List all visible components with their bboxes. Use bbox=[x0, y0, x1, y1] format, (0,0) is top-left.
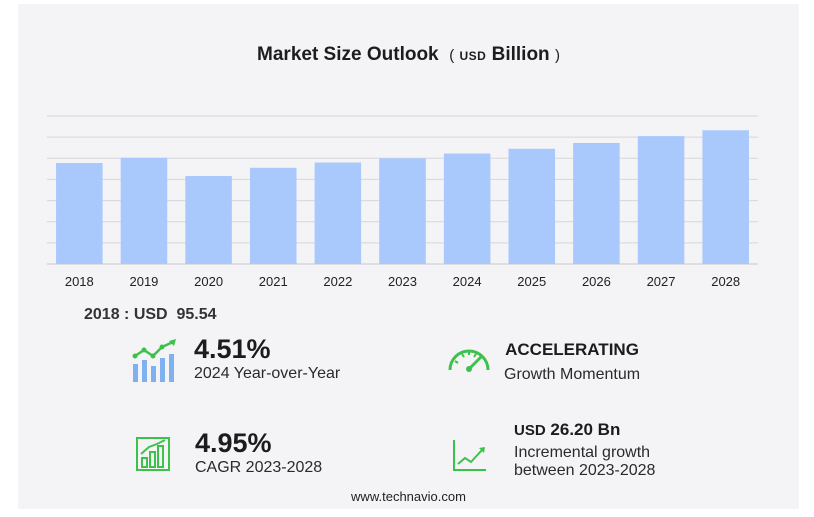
cagr-label: CAGR 2023-2028 bbox=[195, 459, 323, 476]
chart-title: Market Size Outlook ( USD Billion ) bbox=[18, 44, 799, 66]
growth-bars-icon bbox=[136, 437, 170, 471]
x-tick-label-2020: 2020 bbox=[194, 274, 223, 289]
incremental-label-2: between 2023-2028 bbox=[514, 462, 656, 479]
source-link[interactable]: www.technavio.com bbox=[351, 489, 466, 504]
bar-chart: 2018 2019 2020 2021 2022 2023 2024 2025 2026 2027… bbox=[47, 115, 758, 289]
x-tick-label-2028: 2028 bbox=[711, 274, 740, 289]
base-currency: USD bbox=[133, 306, 168, 323]
bar-chart-trend-icon bbox=[132, 339, 176, 382]
yoy-label: 2024 Year-over-Year bbox=[194, 365, 341, 382]
incremental-stat: USD 26.20 Bn Incremental growth between … bbox=[514, 420, 655, 480]
line-chart-icon bbox=[453, 440, 486, 471]
bar-2022 bbox=[314, 162, 362, 264]
momentum-stat: ACCELERATING Growth Momentum bbox=[504, 340, 640, 384]
momentum-label: Growth Momentum bbox=[504, 366, 641, 383]
bar-2028 bbox=[702, 130, 749, 264]
cagr-value: 4.95% bbox=[195, 428, 272, 458]
base-year-sep: : bbox=[124, 306, 130, 323]
x-tick-label-2027: 2027 bbox=[647, 274, 676, 289]
incremental-value: 26.20 Bn bbox=[550, 420, 621, 439]
yoy-value: 4.51% bbox=[194, 334, 271, 364]
bar-2018 bbox=[56, 163, 103, 264]
x-tick-label-2022: 2022 bbox=[323, 274, 352, 289]
cagr-stat: 4.95% CAGR 2023-2028 bbox=[195, 428, 322, 477]
x-tick-label-2023: 2023 bbox=[388, 274, 417, 289]
unit-prefix: USD bbox=[459, 49, 487, 63]
unit-word: Billion bbox=[491, 44, 550, 65]
yoy-stat: 4.51% 2024 Year-over-Year bbox=[194, 334, 340, 383]
unit-open-paren: ( bbox=[449, 47, 455, 64]
bar-2020 bbox=[185, 176, 232, 264]
bar-2026 bbox=[573, 142, 620, 264]
bar-2025 bbox=[508, 148, 556, 264]
bar-2019 bbox=[120, 157, 168, 264]
x-tick-label-2019: 2019 bbox=[129, 274, 158, 289]
momentum-value: ACCELERATING bbox=[505, 340, 639, 359]
infographic-panel: Market Size Outlook ( USD Billion ) 2018… bbox=[18, 4, 799, 509]
base-year-value: 2018 : USD 95.54 bbox=[84, 306, 217, 324]
incremental-currency: USD bbox=[514, 422, 546, 439]
x-tick-label-2026: 2026 bbox=[582, 274, 611, 289]
bar-2024 bbox=[443, 153, 491, 264]
base-value: 95.54 bbox=[176, 306, 217, 323]
incremental-value-line: USD 26.20 Bn bbox=[514, 420, 655, 440]
chart-title-text: Market Size Outlook bbox=[257, 44, 439, 65]
x-tick-label-2024: 2024 bbox=[453, 274, 482, 289]
speedometer-icon bbox=[448, 349, 490, 372]
bar-2023 bbox=[379, 158, 426, 264]
bar-2027 bbox=[637, 136, 685, 264]
unit-close-paren: ) bbox=[554, 47, 560, 64]
x-tick-label-2021: 2021 bbox=[259, 274, 288, 289]
bar-2021 bbox=[249, 167, 297, 264]
incremental-label-1: Incremental growth bbox=[514, 444, 651, 461]
x-tick-label-2025: 2025 bbox=[517, 274, 546, 289]
base-year: 2018 bbox=[84, 306, 120, 323]
x-tick-label-2018: 2018 bbox=[65, 274, 94, 289]
